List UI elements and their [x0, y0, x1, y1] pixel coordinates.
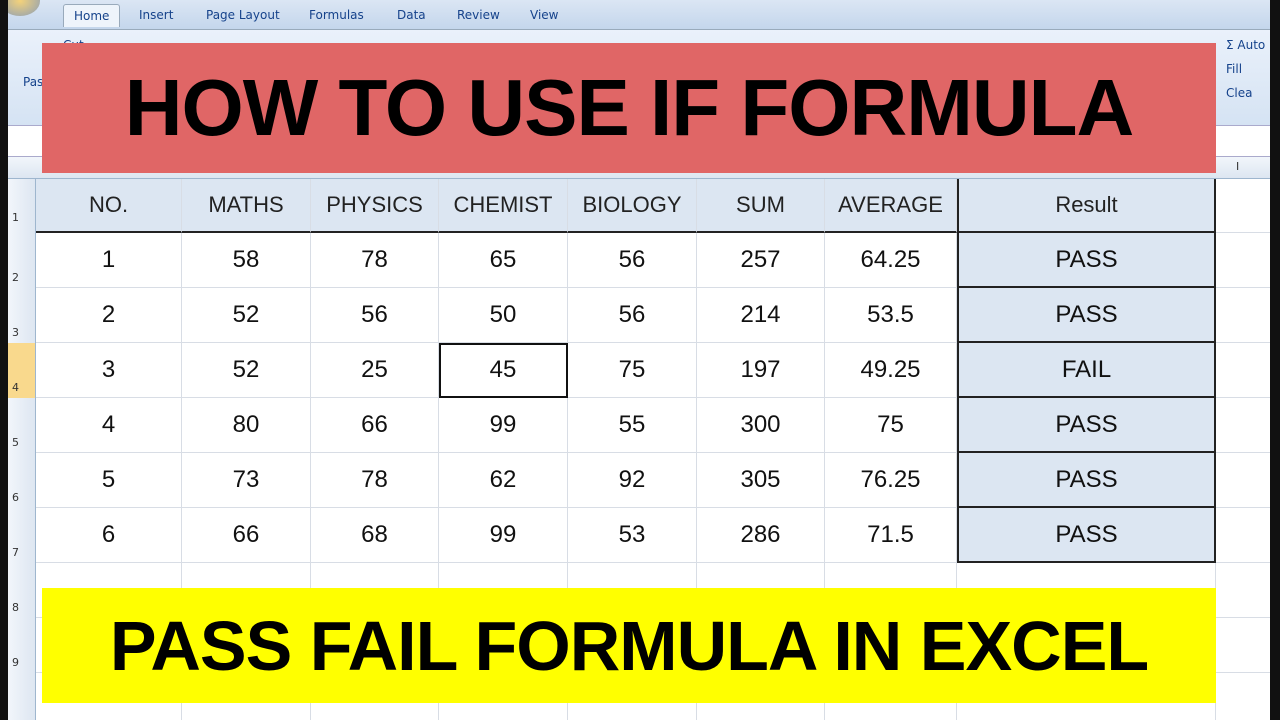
table-cell[interactable]: 78: [311, 453, 439, 508]
subtitle-banner: PASS FAIL FORMULA IN EXCEL: [42, 588, 1216, 703]
table-cell[interactable]: 52: [182, 343, 311, 398]
office-button-icon[interactable]: [8, 0, 40, 16]
table-cell[interactable]: 58: [182, 233, 311, 288]
table-cell[interactable]: 53: [568, 508, 697, 563]
table-cell[interactable]: 99: [439, 508, 568, 563]
empty-cell[interactable]: [1216, 179, 1270, 233]
header-cell[interactable]: Result: [957, 179, 1216, 233]
empty-cell[interactable]: [1216, 343, 1270, 398]
table-cell[interactable]: 53.5: [825, 288, 957, 343]
header-cell[interactable]: CHEMIST: [439, 179, 568, 233]
result-cell[interactable]: PASS: [957, 288, 1216, 343]
table-cell[interactable]: 80: [182, 398, 311, 453]
result-cell[interactable]: PASS: [957, 233, 1216, 288]
table-cell[interactable]: 73: [182, 453, 311, 508]
row-number[interactable]: 6: [12, 491, 19, 504]
empty-cell[interactable]: [1216, 618, 1270, 673]
row-number[interactable]: 7: [12, 546, 19, 559]
table-cell[interactable]: 214: [697, 288, 825, 343]
header-cell[interactable]: MATHS: [182, 179, 311, 233]
result-cell[interactable]: PASS: [957, 508, 1216, 563]
table-cell[interactable]: 25: [311, 343, 439, 398]
table-cell[interactable]: 65: [439, 233, 568, 288]
row-number[interactable]: 5: [12, 436, 19, 449]
table-cell[interactable]: 75: [825, 398, 957, 453]
table-cell[interactable]: 5: [36, 453, 182, 508]
clear-button[interactable]: Clea: [1226, 86, 1253, 100]
table-cell[interactable]: 3: [36, 343, 182, 398]
excel-window: Home Insert Page Layout Formulas Data Re…: [8, 0, 1270, 720]
table-cell[interactable]: 55: [568, 398, 697, 453]
table-cell[interactable]: 66: [182, 508, 311, 563]
empty-cell[interactable]: [1216, 398, 1270, 453]
ribbon-tabs: Home Insert Page Layout Formulas Data Re…: [8, 0, 1270, 30]
table-cell[interactable]: 71.5: [825, 508, 957, 563]
table-cell[interactable]: 4: [36, 398, 182, 453]
row-number[interactable]: 8: [12, 601, 19, 614]
table-cell[interactable]: 6: [36, 508, 182, 563]
header-cell[interactable]: BIOLOGY: [568, 179, 697, 233]
table-cell[interactable]: 49.25: [825, 343, 957, 398]
result-cell[interactable]: PASS: [957, 398, 1216, 453]
table-cell[interactable]: 75: [568, 343, 697, 398]
tab-insert[interactable]: Insert: [139, 8, 174, 22]
table-cell[interactable]: 50: [439, 288, 568, 343]
empty-cell[interactable]: [1216, 563, 1270, 618]
column-header-i[interactable]: I: [1236, 160, 1240, 173]
tab-formulas[interactable]: Formulas: [309, 8, 364, 22]
table-cell[interactable]: 1: [36, 233, 182, 288]
table-cell[interactable]: 257: [697, 233, 825, 288]
tab-data[interactable]: Data: [397, 8, 426, 22]
empty-cell[interactable]: [1216, 453, 1270, 508]
table-cell[interactable]: 56: [568, 288, 697, 343]
table-cell[interactable]: 64.25: [825, 233, 957, 288]
header-cell[interactable]: NO.: [36, 179, 182, 233]
title-banner: HOW TO USE IF FORMULA: [42, 43, 1216, 173]
table-cell[interactable]: 197: [697, 343, 825, 398]
tab-page-layout[interactable]: Page Layout: [206, 8, 280, 22]
empty-cell[interactable]: [1216, 673, 1270, 720]
empty-cell[interactable]: [1216, 508, 1270, 563]
paste-button[interactable]: Pas: [23, 75, 44, 89]
table-cell[interactable]: 52: [182, 288, 311, 343]
table-cell[interactable]: 68: [311, 508, 439, 563]
table-cell[interactable]: 76.25: [825, 453, 957, 508]
empty-cell[interactable]: [1216, 233, 1270, 288]
result-cell[interactable]: PASS: [957, 453, 1216, 508]
table-cell[interactable]: 286: [697, 508, 825, 563]
row-number[interactable]: 2: [12, 271, 19, 284]
table-cell[interactable]: 78: [311, 233, 439, 288]
row-number[interactable]: 4: [8, 343, 35, 398]
header-cell[interactable]: AVERAGE: [825, 179, 957, 233]
table-cell[interactable]: 99: [439, 398, 568, 453]
result-cell[interactable]: FAIL: [957, 343, 1216, 398]
tab-home[interactable]: Home: [63, 4, 121, 27]
row-number[interactable]: 9: [12, 656, 19, 669]
table-cell[interactable]: 305: [697, 453, 825, 508]
table-cell[interactable]: 56: [311, 288, 439, 343]
header-cell[interactable]: PHYSICS: [311, 179, 439, 233]
table-cell[interactable]: 45: [439, 343, 568, 398]
empty-cell[interactable]: [1216, 288, 1270, 343]
header-cell[interactable]: SUM: [697, 179, 825, 233]
row-number[interactable]: 1: [12, 211, 19, 224]
table-cell[interactable]: 2: [36, 288, 182, 343]
fill-button[interactable]: Fill: [1226, 62, 1243, 76]
autosum-button[interactable]: Σ Auto: [1226, 38, 1266, 52]
table-cell[interactable]: 66: [311, 398, 439, 453]
tab-review[interactable]: Review: [457, 8, 500, 22]
tab-view[interactable]: View: [530, 8, 559, 22]
table-cell[interactable]: 300: [697, 398, 825, 453]
row-headers: 1 2 3 4 5 6 7 8 9: [8, 179, 36, 720]
table-cell[interactable]: 56: [568, 233, 697, 288]
row-number[interactable]: 3: [12, 326, 19, 339]
table-cell[interactable]: 92: [568, 453, 697, 508]
table-cell[interactable]: 62: [439, 453, 568, 508]
